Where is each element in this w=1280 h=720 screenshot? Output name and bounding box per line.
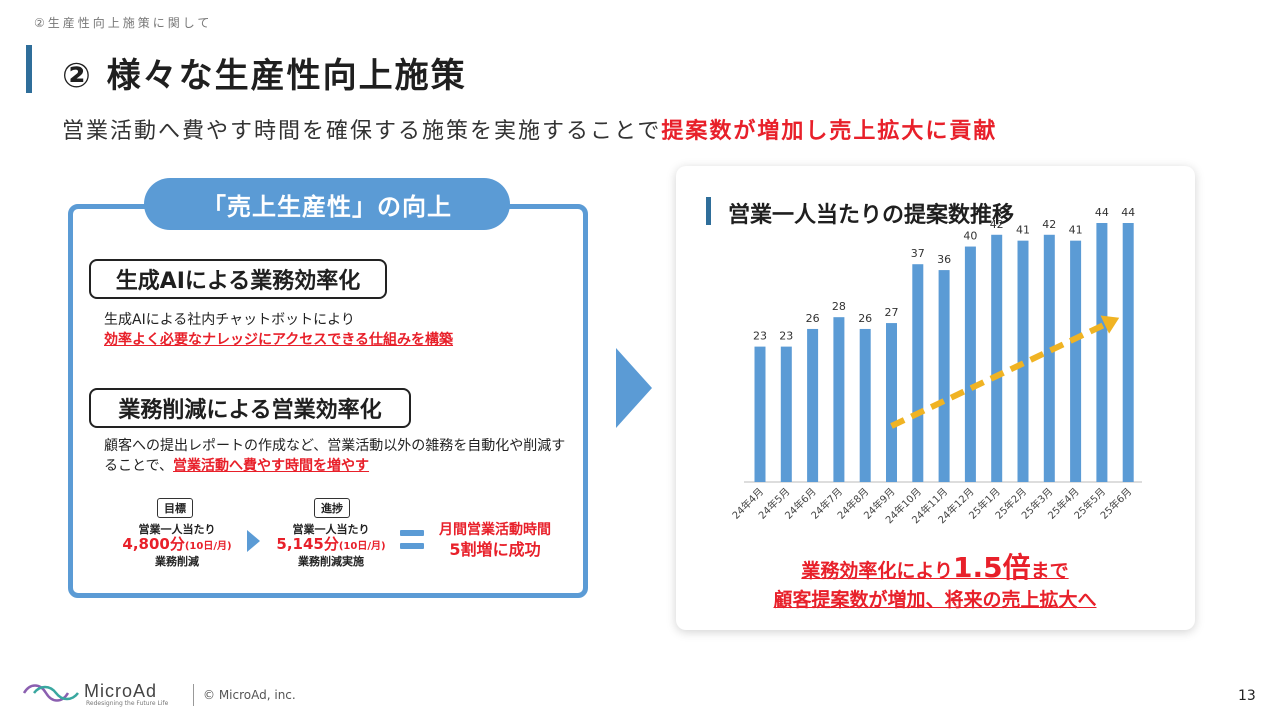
progress-tag: 進捗 — [314, 498, 350, 518]
conclusion-multiplier: 1.5倍 — [953, 551, 1031, 584]
chart-bar — [938, 270, 950, 482]
progress-line3: 業務削減実施 — [298, 555, 364, 568]
lead-text-main: 営業活動へ費やす時間を確保する施策を実施することで — [62, 119, 662, 144]
chart-bar — [964, 246, 976, 482]
work-reduction-desc-highlight: 営業活動へ費やす時間を増やす — [173, 458, 370, 474]
work-reduction-description: 顧客への提出レポートの作成など、営業活動以外の雑務を自動化や削減することで、営業… — [104, 436, 574, 476]
trend-arrow-head — [1100, 315, 1120, 334]
genai-desc-highlight: 効率よく必要なナレッジにアクセスできる仕組みを構築 — [104, 332, 454, 348]
work-reduction-heading: 業務削減による営業効率化 — [89, 388, 411, 428]
equals-icon — [400, 530, 424, 552]
conclusion-pre: 業務効率化により — [801, 560, 953, 582]
chart-title: 営業一人当たりの提案数推移 — [728, 203, 1015, 228]
chart-data-label: 28 — [832, 300, 846, 313]
chart-data-label: 42 — [990, 218, 1004, 231]
work-reduction-desc-text: 顧客への提出レポートの作成など、営業活動以外の雑務を自動化や削減することで、 — [104, 438, 566, 474]
chart-bar — [1096, 223, 1108, 482]
target-unit: (10日/月) — [184, 541, 232, 552]
lead-text: 営業活動へ費やす時間を確保する施策を実施することで提案数が増加し売上拡大に貢献 — [62, 113, 997, 145]
chart-bar — [1122, 223, 1134, 482]
chart-data-label: 44 — [1095, 206, 1109, 219]
section-label: ②生産性向上施策に関して — [34, 16, 213, 30]
microad-logo-icon — [22, 684, 79, 702]
page-number: 13 — [1238, 688, 1256, 704]
chart-data-label: 23 — [753, 330, 767, 343]
chart-title-accent-bar — [706, 197, 711, 225]
chart-data-label: 26 — [858, 312, 872, 325]
chart-bar — [912, 264, 924, 482]
chart-data-label: 36 — [937, 253, 951, 266]
sales-productivity-pill: 「売上生産性」の向上 — [144, 178, 510, 230]
progress-value-row: 5,145分(10日/月) — [266, 537, 396, 554]
target-line1: 営業一人当たり — [138, 523, 216, 536]
target-value-row: 4,800分(10日/月) — [112, 537, 242, 554]
progress-unit: (10日/月) — [338, 541, 386, 552]
result-line2-rest: に成功 — [492, 540, 541, 559]
progress-metric: 営業一人当たり 5,145分(10日/月) 業務削減実施 — [266, 522, 396, 569]
conclusion-line2: 顧客提案数が増加、将来の売上拡大へ — [773, 589, 1097, 611]
chart-bar — [886, 323, 897, 482]
microad-logo-tagline: Redesigning the Future Life — [86, 700, 169, 707]
genai-desc-line: 生成AIによる社内チャットボットにより — [104, 312, 355, 328]
copyright: © MicroAd, inc. — [203, 688, 296, 702]
target-tag: 目標 — [157, 498, 193, 518]
footer-separator — [193, 684, 194, 706]
chart-conclusion: 業務効率化により1.5倍まで 顧客提案数が増加、将来の売上拡大へ — [720, 554, 1150, 614]
transition-arrow-icon — [616, 348, 652, 428]
chart-data-label: 41 — [1069, 224, 1083, 237]
progress-arrow-icon — [247, 530, 260, 552]
chart-bar — [859, 328, 871, 482]
chart-data-label: 41 — [1016, 224, 1030, 237]
result-text: 月間営業活動時間 5割増に成功 — [430, 521, 560, 559]
page-title: ② 様々な生産性向上施策 — [62, 56, 467, 96]
chart-bar — [754, 346, 766, 482]
target-line3: 業務削減 — [155, 555, 199, 568]
chart-bar — [833, 317, 845, 482]
chart-bar — [1070, 240, 1082, 482]
lead-text-highlight: 提案数が増加し売上拡大に貢献 — [661, 119, 998, 144]
chart-data-label: 42 — [1042, 218, 1056, 231]
chart-data-label: 26 — [806, 312, 820, 325]
chart-bar — [1017, 240, 1029, 482]
target-value: 4,800分 — [122, 535, 185, 553]
progress-line1: 営業一人当たり — [292, 523, 370, 536]
microad-logo-text: MicroAd — [84, 681, 158, 701]
chart-bar — [780, 346, 792, 482]
chart-data-label: 40 — [963, 230, 977, 243]
chart-bar — [991, 234, 1003, 482]
result-line2: 5割増に成功 — [430, 540, 560, 559]
trend-arrow-line — [890, 319, 1112, 429]
chart-data-label: 23 — [779, 330, 793, 343]
progress-value: 5,145分 — [276, 535, 339, 553]
chart-bar — [1043, 234, 1055, 482]
title-accent-bar — [26, 45, 32, 93]
conclusion-post: まで — [1030, 560, 1069, 582]
conclusion-line1: 業務効率化により1.5倍まで — [801, 554, 1069, 583]
chart-data-label: 37 — [911, 247, 925, 260]
result-line1: 月間営業活動時間 — [439, 522, 551, 538]
chart-bar — [807, 328, 819, 482]
genai-efficiency-heading: 生成AIによる業務効率化 — [89, 259, 387, 299]
result-line2-red: 5割増 — [449, 540, 493, 559]
chart-data-label: 44 — [1121, 206, 1135, 219]
chart-data-label: 27 — [885, 306, 899, 319]
genai-efficiency-description: 生成AIによる社内チャットボットにより 効率よく必要なナレッジにアクセスできる仕… — [104, 310, 564, 350]
target-metric: 営業一人当たり 4,800分(10日/月) 業務削減 — [112, 522, 242, 569]
